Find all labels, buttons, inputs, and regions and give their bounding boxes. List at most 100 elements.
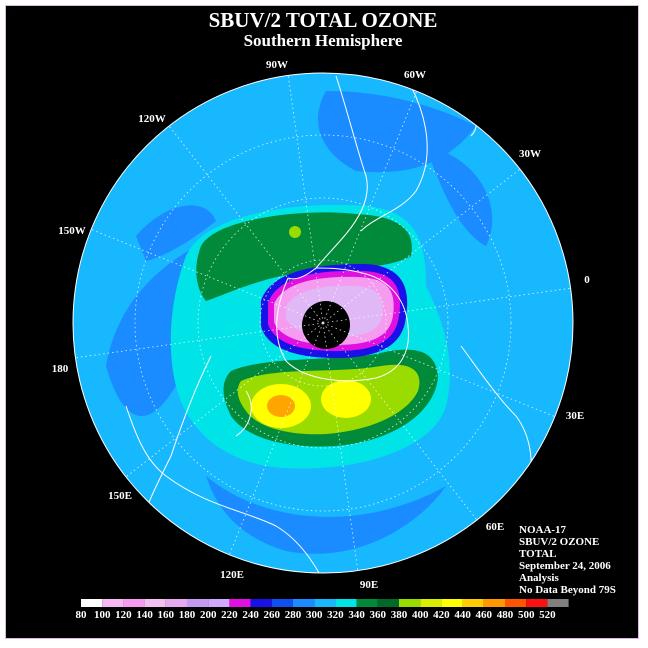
ozone-spot-north [289,226,301,238]
meridian-line [322,322,478,521]
lon-label-150e: 150E [108,490,132,502]
colorbar-swatch [314,599,336,607]
no-data-polar-cap [302,301,350,349]
colorbar-tick-label: 80 [76,609,88,621]
colorbar-swatch [377,599,399,607]
colorbar-tick-label: 340 [348,609,365,621]
colorbar-swatch [420,599,442,607]
meridian-line [228,322,324,555]
colorbar-tick-label: 500 [518,609,535,621]
meridian-line [125,322,324,478]
colorbar-tick-label: 520 [539,609,556,621]
lon-label-0: 0 [584,274,590,286]
info-satellite: NOAA-17 [519,524,567,536]
meridian-line [168,125,324,324]
colorbar-swatch [526,599,548,607]
colorbar-tick-label: 200 [200,609,217,621]
latitude-grid [134,134,512,512]
colorbar-tick-label: 300 [306,609,323,621]
colorbar-tick-label: 120 [115,609,132,621]
south-america-coast [335,75,368,235]
colorbar-tick-label: 260 [264,609,281,621]
colorbar-swatch [483,599,505,607]
colorbar-swatch [165,599,187,607]
lon-label-30w: 30W [519,148,541,160]
colorbar-tick-label: 460 [476,609,493,621]
lon-label-120e: 120E [220,569,244,581]
meridian-line [322,322,359,571]
meridian-line [75,322,324,359]
info-product: SBUV/2 OZONE [519,536,599,548]
lon-label-150w: 150W [58,225,86,237]
lon-label-60w: 60W [404,69,426,81]
colorbar-tick-label: 100 [94,609,111,621]
colorbar: 80 100 120 140 160 180 200 220 240 260 280 300 320 34… [76,599,569,621]
map-title: SBUV/2 TOTAL OZONE [209,8,438,32]
colorbar-swatch [187,599,209,607]
globe [72,72,574,574]
colorbar-tick-label: 440 [454,609,471,621]
colorbar-swatch [271,599,293,607]
info-kind: Analysis [519,572,559,584]
colorbar-tick-label: 400 [412,609,429,621]
map-frame: SBUV/2 TOTAL OZONE Southern Hemisphere [5,5,639,639]
info-quantity: TOTAL [519,548,557,560]
colorbar-swatch [441,599,463,607]
colorbar-swatch [229,599,251,607]
lon-label-30e: 30E [566,410,584,422]
ozone-maximum-west-core [267,395,295,417]
longitude-labels: 90W 60W 30W 0 30E 60E 90E 120E 150E 180 … [52,59,591,591]
colorbar-swatch [505,599,527,607]
ozone-maximum-east [321,380,371,418]
lon-label-180: 180 [52,363,69,375]
lon-label-120w: 120W [138,113,166,125]
map-subtitle: Southern Hemisphere [244,31,403,50]
blue-band-northwest [136,205,216,261]
colorbar-swatch [144,599,166,607]
colorbar-tick-label: 360 [370,609,387,621]
colorbar-swatch [81,599,103,607]
meridian-line [91,228,324,324]
lon-label-90e: 90E [360,579,378,591]
lon-label-60e: 60E [486,521,504,533]
colorbar-tick-label: 160 [158,609,175,621]
info-date: September 24, 2006 [519,560,611,572]
globe-rim [72,72,574,574]
colorbar-tick-label: 320 [327,609,344,621]
colorbar-swatch [208,599,230,607]
colorbar-swatch [250,599,272,607]
colorbar-tick-label: 280 [285,609,302,621]
colorbar-swatch [462,599,484,607]
info-block: NOAA-17 SBUV/2 OZONE TOTAL September 24,… [519,524,616,596]
tasmania-coast [235,390,252,437]
lon-label-90w: 90W [266,59,288,71]
antarctica-coast [276,267,410,382]
colorbar-tick-label: 380 [391,609,408,621]
blue-band-northeast [426,146,493,246]
ozone-arc-north [196,212,412,301]
colorbar-swatch [102,599,124,607]
colorbar-tick-label: 480 [497,609,514,621]
meridian-line [287,75,324,324]
colorbar-swatch [293,599,315,607]
ozone-map: SBUV/2 TOTAL OZONE Southern Hemisphere [52,8,616,621]
info-note: No Data Beyond 79S [519,584,616,596]
meridian-line [322,322,555,418]
longitude-grid [75,75,571,571]
colorbar-tick-label: 240 [242,609,259,621]
colorbar-swatch [335,599,357,607]
meridian-line [322,287,571,324]
colorbar-swatch [123,599,145,607]
meridian-line [322,91,418,324]
colorbar-tick-label: 220 [221,609,238,621]
colorbar-swatch [399,599,421,607]
colorbar-swatch [547,599,569,607]
australia-coast [125,405,327,573]
meridian-line [322,168,521,324]
blue-band-south [206,476,446,554]
south-america-east-coast [360,85,428,232]
colorbar-tick-label: 180 [179,609,196,621]
colorbar-tick-label: 420 [433,609,450,621]
colorbar-swatch [356,599,378,607]
colorbar-tick-label: 140 [136,609,153,621]
